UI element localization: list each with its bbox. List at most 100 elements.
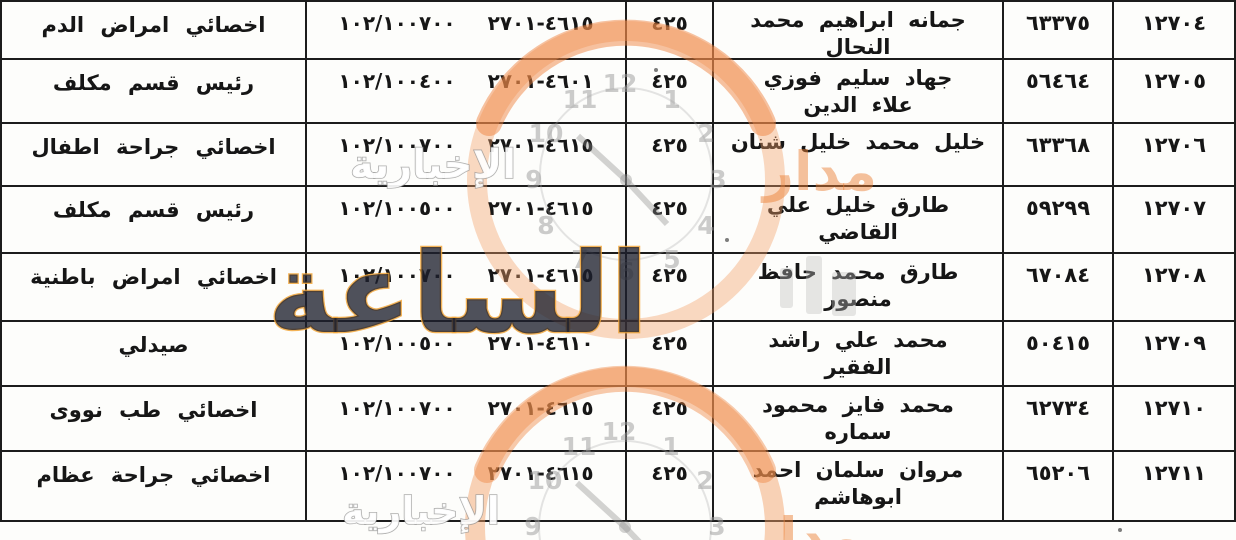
employee-number-value: ٥٠٤١٥ bbox=[1025, 331, 1091, 355]
job-title-cell: اخصائي طب نووى bbox=[0, 385, 305, 450]
employee-number-cell: ٥٩٢٩٩ bbox=[1002, 185, 1112, 252]
job-title-value: رئيس قسم مكلف bbox=[52, 71, 255, 95]
code-right: ٤٦١٥-٢٧٠١ bbox=[487, 11, 594, 35]
job-title-value: اخصائي جراحة اطفال bbox=[31, 135, 276, 159]
grade-cell: ٤٢٥ bbox=[625, 58, 712, 122]
clock-hand bbox=[622, 524, 642, 540]
name-line1: طارق خليل علي bbox=[766, 193, 950, 217]
serial-cell: ١٢٧٠٩ bbox=[1112, 320, 1236, 385]
job-title-cell: اخصائي امراض الدم bbox=[0, 0, 305, 58]
code-left: ١٠٢/١٠٠٥٠٠ bbox=[338, 331, 456, 355]
name-line2: سماره bbox=[824, 420, 892, 444]
job-title-cell: اخصائي جراحة اطفال bbox=[0, 122, 305, 185]
speck bbox=[1118, 528, 1122, 532]
code-right: ٤٦١٠-٢٧٠١ bbox=[487, 331, 594, 355]
code-right: ٤٦١٥-٢٧٠١ bbox=[487, 263, 594, 287]
job-title-value: اخصائي جراحة عظام bbox=[36, 463, 271, 487]
name-line1: مروان سلمان احمد bbox=[752, 458, 964, 482]
employee-number-value: ٥٩٢٩٩ bbox=[1025, 196, 1091, 220]
serial-value: ١٢٧١٠ bbox=[1141, 396, 1207, 420]
budget-code-cell: ١٠٢/١٠٠٤٠٠ ٤٦٠١-٢٧٠١ bbox=[305, 58, 625, 122]
name-cell: محمد فايز محمود سماره bbox=[712, 385, 1002, 450]
grade-value: ٤٢٥ bbox=[651, 263, 688, 287]
name-line1: محمد علي راشد bbox=[768, 328, 948, 352]
name-line2: النحال bbox=[825, 35, 891, 58]
employee-number-cell: ٦٣٣٦٨ bbox=[1002, 122, 1112, 185]
name-cell: جمانه ابراهيم محمد النحال bbox=[712, 0, 1002, 58]
serial-cell: ١٢٧٠٦ bbox=[1112, 122, 1236, 185]
employee-number-value: ٦٢٧٣٤ bbox=[1025, 396, 1091, 420]
name-cell: جهاد سليم فوزي علاء الدين bbox=[712, 58, 1002, 122]
grade-cell: ٤٢٥ bbox=[625, 185, 712, 252]
grade-cell: ٤٢٥ bbox=[625, 385, 712, 450]
serial-value: ١٢٧٠٦ bbox=[1141, 133, 1207, 157]
budget-code-cell: ١٠٢/١٠٠٧٠٠ ٤٦١٥-٢٧٠١ bbox=[305, 450, 625, 522]
grade-cell: ٤٢٥ bbox=[625, 0, 712, 58]
employee-number-value: ٦٣٣٦٨ bbox=[1025, 133, 1091, 157]
code-left: ١٠٢/١٠٠٧٠٠ bbox=[338, 461, 456, 485]
employee-number-cell: ٦٣٣٧٥ bbox=[1002, 0, 1112, 58]
grade-value: ٤٢٥ bbox=[651, 69, 688, 93]
name-cell: طارق محمد حافظ منصور bbox=[712, 252, 1002, 320]
employee-number-value: ٦٥٢٠٦ bbox=[1025, 461, 1091, 485]
name-cell: مروان سلمان احمد ابوهاشم bbox=[712, 450, 1002, 522]
serial-cell: ١٢٧٠٤ bbox=[1112, 0, 1236, 58]
serial-value: ١٢٧٠٧ bbox=[1141, 196, 1207, 220]
employee-number-cell: ٦٢٧٣٤ bbox=[1002, 385, 1112, 450]
grade-cell: ٤٢٥ bbox=[625, 252, 712, 320]
serial-cell: ١٢٧٠٥ bbox=[1112, 58, 1236, 122]
name-line2: ابوهاشم bbox=[814, 485, 902, 509]
name-line1: خليل محمد خليل شنان bbox=[730, 130, 986, 154]
serial-value: ١٢٧٠٩ bbox=[1141, 331, 1207, 355]
employee-number-value: ٦٣٣٧٥ bbox=[1025, 11, 1091, 35]
code-left: ١٠٢/١٠٠٧٠٠ bbox=[338, 133, 456, 157]
code-right: ٤٦١٥-٢٧٠١ bbox=[487, 461, 594, 485]
job-title-cell: صيدلي bbox=[0, 320, 305, 385]
grade-value: ٤٢٥ bbox=[651, 331, 688, 355]
grade-value: ٤٢٥ bbox=[651, 196, 688, 220]
name-line2: الفقير bbox=[824, 355, 892, 379]
employee-number-value: ٦٧٠٨٤ bbox=[1025, 263, 1091, 287]
employee-number-value: ٥٦٤٦٤ bbox=[1025, 69, 1091, 93]
code-right: ٤٦١٥-٢٧٠١ bbox=[487, 133, 594, 157]
budget-code-cell: ١٠٢/١٠٠٧٠٠ ٤٦١٥-٢٧٠١ bbox=[305, 122, 625, 185]
job-title-value: رئيس قسم مكلف bbox=[52, 198, 255, 222]
serial-value: ١٢٧٠٨ bbox=[1141, 263, 1207, 287]
serial-value: ١٢٧١١ bbox=[1141, 461, 1207, 485]
job-title-cell: اخصائي امراض باطنية bbox=[0, 252, 305, 320]
name-cell: طارق خليل علي القاضي bbox=[712, 185, 1002, 252]
code-left: ١٠٢/١٠٠٧٠٠ bbox=[338, 11, 456, 35]
code-left: ١٠٢/١٠٠٥٠٠ bbox=[338, 196, 456, 220]
name-line1: جمانه ابراهيم محمد bbox=[750, 8, 966, 32]
name-line1: طارق محمد حافظ bbox=[757, 260, 959, 284]
serial-value: ١٢٧٠٥ bbox=[1141, 69, 1207, 93]
budget-code-cell: ١٠٢/١٠٠٥٠٠ ٤٦١٠-٢٧٠١ bbox=[305, 320, 625, 385]
grade-value: ٤٢٥ bbox=[651, 396, 688, 420]
budget-code-cell: ١٠٢/١٠٠٧٠٠ ٤٦١٥-٢٧٠١ bbox=[305, 385, 625, 450]
employee-number-cell: ٥٦٤٦٤ bbox=[1002, 58, 1112, 122]
budget-code-cell: ١٠٢/١٠٠٧٠٠ ٤٦١٥-٢٧٠١ bbox=[305, 0, 625, 58]
grade-cell: ٤٢٥ bbox=[625, 320, 712, 385]
name-cell: خليل محمد خليل شنان bbox=[712, 122, 1002, 185]
job-title-cell: رئيس قسم مكلف bbox=[0, 185, 305, 252]
name-line1: محمد فايز محمود bbox=[762, 393, 954, 417]
job-title-value: اخصائي امراض الدم bbox=[41, 13, 266, 37]
code-left: ١٠٢/١٠٠٧٠٠ bbox=[338, 263, 456, 287]
serial-cell: ١٢٧٠٧ bbox=[1112, 185, 1236, 252]
job-title-value: اخصائي طب نووى bbox=[49, 398, 258, 422]
employee-number-cell: ٥٠٤١٥ bbox=[1002, 320, 1112, 385]
job-title-value: اخصائي امراض باطنية bbox=[30, 265, 277, 289]
employee-number-cell: ٦٥٢٠٦ bbox=[1002, 450, 1112, 522]
name-cell: محمد علي راشد الفقير bbox=[712, 320, 1002, 385]
grade-value: ٤٢٥ bbox=[651, 11, 688, 35]
grade-value: ٤٢٥ bbox=[651, 133, 688, 157]
code-right: ٤٦١٥-٢٧٠١ bbox=[487, 196, 594, 220]
name-line2: منصور bbox=[824, 287, 892, 311]
job-title-value: صيدلي bbox=[118, 333, 189, 357]
grade-value: ٤٢٥ bbox=[651, 461, 688, 485]
employee-table: ١٢٧٠٤ ٦٣٣٧٥ جمانه ابراهيم محمد النحال ٤٢٥… bbox=[0, 0, 1236, 522]
grade-cell: ٤٢٥ bbox=[625, 450, 712, 522]
serial-cell: ١٢٧١١ bbox=[1112, 450, 1236, 522]
job-title-cell: رئيس قسم مكلف bbox=[0, 58, 305, 122]
code-right: ٤٦٠١-٢٧٠١ bbox=[487, 69, 594, 93]
